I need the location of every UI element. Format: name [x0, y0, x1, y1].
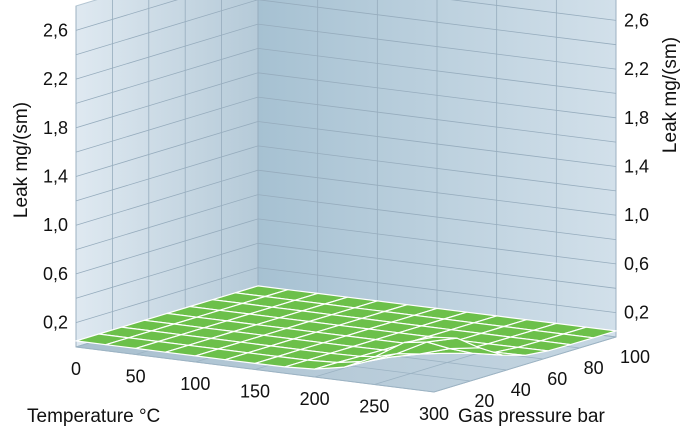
- z-tick-right: 0,6: [624, 254, 649, 274]
- z-axis-title-left: Leak mg/(sm): [11, 102, 32, 218]
- y-tick: 40: [511, 380, 531, 400]
- z-tick-right: 2,6: [624, 10, 649, 30]
- floor-gridline: [75, 346, 435, 393]
- z-tick-left: 1,0: [43, 215, 68, 235]
- z-tick-right: 1,4: [624, 157, 649, 177]
- surface-cell: [403, 336, 458, 344]
- z-tick-right: 1,0: [624, 205, 649, 225]
- axis-labels: Leak mg/(sm) Leak mg/(sm) Temperature °C…: [11, 10, 681, 427]
- z-tick-left: 0,6: [43, 264, 68, 284]
- z-tick-right: 2,2: [624, 59, 649, 79]
- z-tick-left: 1,4: [43, 167, 68, 187]
- x-tick: 150: [240, 382, 270, 402]
- y-tick: 100: [620, 347, 650, 367]
- x-tick: 250: [359, 397, 389, 417]
- x-tick: 50: [126, 367, 146, 387]
- z-tick-left: 0,2: [43, 313, 68, 333]
- z-tick-left: 2,6: [43, 20, 68, 40]
- x-tick: 100: [180, 374, 210, 394]
- z-tick-left: 1,8: [43, 118, 68, 138]
- z-tick-right: 1,8: [624, 108, 649, 128]
- z-axis-title-right: Leak mg/(sm): [660, 37, 681, 153]
- x-tick: 0: [71, 359, 81, 379]
- x-tick: 200: [300, 389, 330, 409]
- surface-mesh: [75, 285, 617, 370]
- y-axis-title: Gas pressure bar: [458, 406, 605, 427]
- x-axis-title: Temperature °C: [27, 406, 160, 427]
- floor-gridline: [433, 336, 617, 393]
- y-tick: 20: [474, 391, 494, 411]
- y-tick: 60: [547, 369, 567, 389]
- z-tick-right: 0,2: [624, 303, 649, 323]
- x-tick: 300: [419, 404, 449, 424]
- z-tick-left: 2,2: [43, 69, 68, 89]
- y-tick: 80: [584, 358, 604, 378]
